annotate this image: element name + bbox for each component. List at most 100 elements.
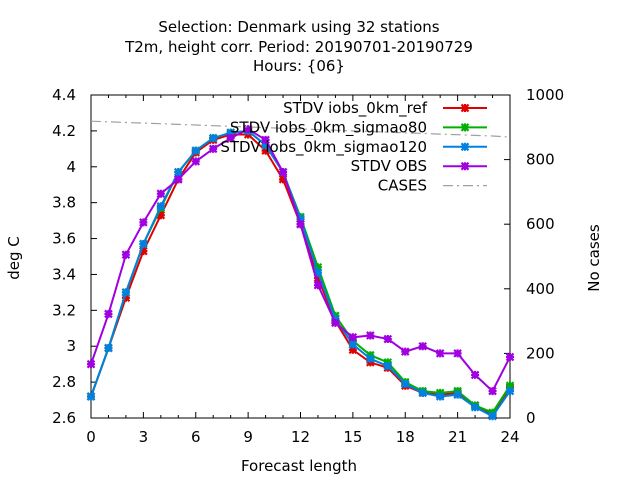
legend-marker-stdv-iobs-0km-ref — [460, 103, 470, 113]
data-point-stdv-iobs-0km-sigmao120 — [383, 361, 393, 371]
series-line-stdv-obs — [90, 127, 511, 393]
title-line-2: T2m, height corr. Period: 20190701-20190… — [124, 38, 473, 56]
data-point-stdv-obs — [383, 334, 393, 344]
data-point-stdv-iobs-0km-sigmao120 — [226, 128, 235, 137]
data-point-stdv-obs — [505, 352, 515, 362]
data-point-stdv-obs — [226, 133, 235, 143]
data-point-stdv-iobs-0km-sigmao80 — [313, 262, 323, 272]
x-tick-label: 15 — [343, 428, 362, 446]
y2-tick-label: 200 — [526, 344, 555, 362]
x-tick-label: 6 — [191, 428, 201, 446]
data-point-stdv-iobs-0km-sigmao120 — [400, 379, 410, 389]
legend-label-stdv-iobs-0km-ref: STDV iobs_0km_ref — [283, 99, 428, 118]
y-tick-label: 4.2 — [52, 122, 76, 140]
series-line-stdv-iobs-0km-ref — [90, 133, 511, 416]
x-tick-label: 0 — [86, 428, 96, 446]
x-tick-label: 24 — [500, 428, 519, 446]
data-point-stdv-iobs-0km-ref — [278, 175, 288, 184]
series-line-stdv-iobs-0km-sigmao80 — [90, 129, 511, 414]
y-tick-label: 4 — [66, 158, 76, 176]
y-tick-label: 3.4 — [52, 265, 76, 283]
y2-tick-label: 1000 — [526, 86, 564, 104]
data-point-stdv-obs — [418, 341, 427, 351]
data-point-stdv-obs — [86, 359, 96, 369]
data-point-stdv-iobs-0km-sigmao120 — [505, 386, 515, 396]
data-point-stdv-iobs-0km-sigmao120 — [208, 133, 218, 143]
y-tick-label: 2.8 — [52, 373, 76, 391]
data-point-stdv-obs — [296, 219, 305, 229]
data-point-stdv-iobs-0km-sigmao120 — [121, 288, 131, 297]
data-point-stdv-iobs-0km-sigmao120 — [139, 239, 148, 249]
data-point-stdv-iobs-0km-ref — [156, 210, 166, 220]
data-point-stdv-obs — [243, 124, 253, 134]
data-point-stdv-obs — [174, 175, 183, 184]
data-point-stdv-iobs-0km-sigmao120 — [104, 343, 113, 353]
data-point-stdv-obs — [488, 386, 497, 396]
title-line-1: Selection: Denmark using 32 stations — [158, 18, 439, 36]
y2-tick-label: 600 — [526, 215, 555, 233]
x-tick-label: 18 — [396, 428, 415, 446]
data-point-stdv-iobs-0km-ref — [261, 146, 270, 155]
legend-marker-stdv-iobs-0km-sigmao120 — [460, 142, 470, 152]
data-point-stdv-iobs-0km-ref — [139, 246, 148, 256]
legend-marker-stdv-obs — [460, 161, 470, 171]
data-point-stdv-iobs-0km-sigmao120 — [191, 146, 201, 155]
y2-axis-label: No cases — [585, 224, 603, 292]
series-line-cases — [90, 120, 511, 138]
data-point-stdv-obs — [104, 309, 113, 319]
x-tick-label: 21 — [448, 428, 467, 446]
data-point-stdv-obs — [435, 349, 445, 358]
data-point-stdv-iobs-0km-sigmao120 — [174, 167, 183, 177]
data-point-stdv-obs — [121, 250, 131, 259]
y-tick-label: 3.2 — [52, 301, 76, 319]
y-tick-label: 3.6 — [52, 230, 76, 248]
data-point-stdv-iobs-0km-sigmao120 — [86, 392, 96, 401]
data-point-stdv-obs — [313, 280, 323, 290]
y2-tick-label: 0 — [526, 409, 536, 427]
legend-label-stdv-iobs-0km-sigmao80: STDV iobs_0km_sigmao80 — [230, 118, 427, 137]
legend-label-stdv-iobs-0km-sigmao120: STDV iobs_0km_sigmao120 — [220, 138, 427, 157]
data-point-stdv-iobs-0km-sigmao120 — [435, 392, 445, 401]
data-point-stdv-iobs-0km-sigmao120 — [470, 402, 480, 412]
title-line-3: Hours: {06} — [253, 57, 345, 75]
y-tick-label: 2.6 — [52, 409, 76, 427]
data-point-stdv-iobs-0km-sigmao120 — [348, 340, 358, 349]
data-point-stdv-iobs-0km-sigmao120 — [488, 411, 497, 421]
data-point-stdv-iobs-0km-sigmao80 — [505, 381, 515, 390]
y-tick-label: 3.8 — [52, 194, 76, 212]
y-tick-label: 4.4 — [52, 86, 76, 104]
data-point-stdv-obs — [400, 347, 410, 356]
x-axis-label: Forecast length — [241, 457, 357, 475]
data-point-stdv-iobs-0km-sigmao120 — [313, 268, 323, 277]
data-point-stdv-iobs-0km-ref — [313, 273, 323, 283]
series-line-stdv-iobs-0km-sigmao120 — [90, 129, 511, 418]
data-point-stdv-iobs-0km-sigmao120 — [261, 140, 270, 150]
x-tick-label: 12 — [291, 428, 310, 446]
data-point-stdv-obs — [453, 349, 462, 358]
y-axis-label: deg C — [5, 236, 23, 280]
data-point-stdv-obs — [278, 167, 288, 177]
data-point-stdv-iobs-0km-sigmao120 — [156, 201, 166, 211]
y2-tick-label: 800 — [526, 151, 555, 169]
data-point-stdv-obs — [191, 157, 201, 166]
axes — [90, 94, 511, 419]
data-point-stdv-iobs-0km-ref — [348, 345, 358, 355]
data-point-stdv-iobs-0km-sigmao120 — [296, 214, 305, 224]
tick-labels: 0 3 6 9 12 15 18 21 24 2.6 2.8 3 3.2 3.4 3.6 3.8 4 4.2 4.4… — [52, 86, 564, 446]
data-point-stdv-obs — [331, 318, 340, 328]
chart-title: Selection: Denmark using 32 stations T2m… — [124, 18, 473, 75]
y2-tick-label: 400 — [526, 280, 555, 298]
y-tick-label: 3 — [66, 337, 76, 355]
data-point-stdv-obs — [348, 332, 358, 342]
data-point-stdv-obs — [470, 370, 480, 380]
data-point-stdv-iobs-0km-sigmao120 — [366, 354, 375, 364]
legend-label-stdv-obs: STDV OBS — [351, 157, 427, 175]
plot-area — [86, 120, 515, 421]
data-point-stdv-obs — [208, 144, 218, 154]
data-point-stdv-iobs-0km-sigmao120 — [418, 388, 427, 398]
legend-marker-stdv-iobs-0km-sigmao80 — [460, 123, 470, 132]
data-point-stdv-obs — [366, 331, 375, 340]
data-point-stdv-iobs-0km-ref — [121, 293, 131, 303]
data-point-stdv-obs — [261, 135, 270, 145]
